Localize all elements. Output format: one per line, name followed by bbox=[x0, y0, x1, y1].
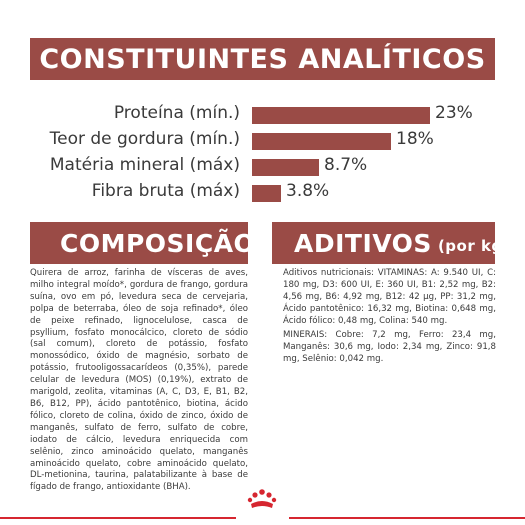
composition-text: Quirera de arroz, farinha de vísceras de… bbox=[30, 268, 248, 493]
footer-divider bbox=[0, 517, 525, 519]
additives-nutritional-text: Aditivos nutricionais: VITAMINAS: A: 9.5… bbox=[283, 268, 496, 326]
nutrient-label-fat: Teor de gordura (mín.) bbox=[49, 129, 240, 149]
analytic-title: CONSTITUINTES ANALÍTICOS bbox=[39, 43, 486, 75]
composition-banner: COMPOSIÇÃO bbox=[30, 222, 255, 264]
additives-minerals-text: MINERAIS: Cobre: 7,2 mg, Ferro: 23,4 mg,… bbox=[283, 330, 496, 364]
composition-title: COMPOSIÇÃO bbox=[60, 228, 256, 258]
royal-canin-crown-icon bbox=[247, 489, 277, 508]
nutrient-label-protein: Proteína (mín.) bbox=[113, 103, 240, 123]
nutrient-label-fiber: Fibra bruta (máx) bbox=[91, 181, 240, 201]
nutrient-value-protein: 23% bbox=[435, 103, 473, 123]
nutrient-bar-protein bbox=[252, 107, 430, 124]
nutrient-bar-fat bbox=[252, 133, 391, 150]
nutrient-value-mineral: 8.7% bbox=[324, 155, 368, 175]
nutrient-value-fiber: 3.8% bbox=[286, 181, 330, 201]
additives-subtitle: (por kg) bbox=[437, 237, 511, 255]
nutrient-bar-mineral bbox=[252, 159, 319, 176]
nutrient-label-mineral: Matéria mineral (máx) bbox=[49, 155, 240, 175]
analytic-banner: CONSTITUINTES ANALÍTICOS bbox=[30, 38, 495, 80]
nutrient-bar-fiber bbox=[252, 185, 281, 202]
additives-title: ADITIVOS bbox=[294, 228, 432, 258]
nutrient-value-fat: 18% bbox=[396, 129, 434, 149]
additives-banner: ADITIVOS (por kg) bbox=[272, 222, 510, 264]
